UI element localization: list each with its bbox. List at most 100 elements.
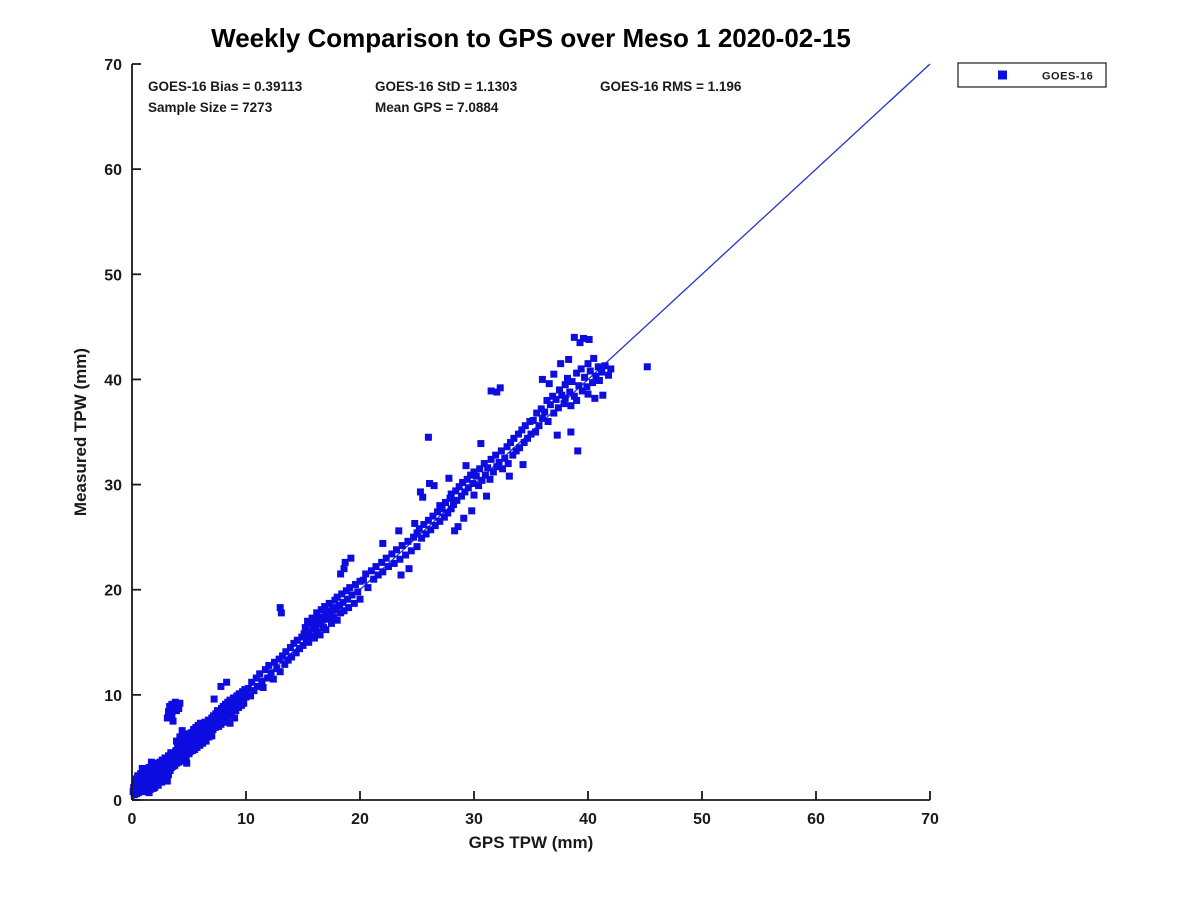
scatter-point xyxy=(310,634,318,642)
scatter-point xyxy=(248,678,256,686)
scatter-point xyxy=(416,488,424,496)
scatter-point xyxy=(333,616,341,624)
scatter-point xyxy=(378,558,386,566)
scatter-point xyxy=(561,394,569,402)
scatter-point xyxy=(575,382,583,390)
scatter-point xyxy=(444,509,452,517)
scatter-point xyxy=(584,360,592,368)
scatter-point xyxy=(340,565,348,573)
scatter-point xyxy=(567,402,575,410)
scatter-point xyxy=(553,431,561,439)
scatter-point xyxy=(176,733,184,741)
scatter-point xyxy=(447,490,455,498)
scatter-point xyxy=(176,699,184,707)
scatter-point xyxy=(556,386,563,394)
scatter-point xyxy=(481,471,489,479)
scatter-point xyxy=(543,396,551,404)
y-tick-label: 70 xyxy=(104,57,122,74)
scatter-point xyxy=(362,570,370,578)
scatter-point xyxy=(462,462,470,470)
scatter-point xyxy=(493,463,501,471)
scatter-point xyxy=(149,784,157,792)
scatter-point xyxy=(506,439,514,447)
scatter-point xyxy=(524,434,532,442)
scatter-point xyxy=(493,388,501,396)
scatter-point xyxy=(592,372,600,380)
legend-marker-square xyxy=(998,70,1007,80)
scatter-point xyxy=(328,619,335,627)
legend-box xyxy=(957,62,1107,88)
scatter-point xyxy=(305,627,313,635)
scatter-point xyxy=(367,567,375,575)
scatter-point xyxy=(252,674,260,682)
scatter-point xyxy=(379,568,387,576)
scatter-point xyxy=(595,376,603,384)
scatter-point xyxy=(470,468,478,476)
scatter-point xyxy=(269,675,277,683)
scatter-point xyxy=(468,507,476,515)
scatter-point xyxy=(509,451,517,459)
scatter-point xyxy=(577,365,585,373)
scatter-point xyxy=(449,501,457,509)
scatter-point xyxy=(431,522,439,530)
scatter-point xyxy=(607,365,615,373)
scatter-point xyxy=(573,396,581,404)
scatter-point xyxy=(322,626,330,634)
scatter-point xyxy=(516,444,524,452)
scatter-point xyxy=(293,636,301,644)
scatter-point xyxy=(364,584,372,592)
scatter-point xyxy=(601,362,609,370)
scatter-point xyxy=(475,482,483,490)
scatter-point xyxy=(445,474,453,482)
x-tick-label: 10 xyxy=(237,811,255,828)
scatter-point xyxy=(527,430,535,438)
scatter-point xyxy=(499,465,506,473)
scatter-point xyxy=(544,417,552,425)
scatter-point xyxy=(147,758,155,766)
scatter-point xyxy=(382,554,390,562)
scatter-point xyxy=(578,387,586,395)
scatter-point xyxy=(455,483,463,491)
scatter-point xyxy=(574,447,582,455)
scatter-point xyxy=(325,599,333,607)
scatter-point xyxy=(457,492,465,500)
scatter-point xyxy=(374,571,382,579)
scatter-point xyxy=(505,472,513,480)
scatter-point xyxy=(217,682,225,690)
scatter-point xyxy=(415,525,423,533)
scatter-point xyxy=(226,719,234,727)
scatter-point xyxy=(426,480,434,488)
scatter-point xyxy=(538,414,546,422)
y-tick-label: 30 xyxy=(104,478,122,495)
scatter-point xyxy=(451,527,459,535)
scatter-point xyxy=(570,392,578,400)
scatter-point xyxy=(487,387,495,395)
scatter-point xyxy=(550,370,558,378)
scatter-point xyxy=(446,494,454,502)
scatter-point xyxy=(529,416,537,424)
scatter-point xyxy=(258,677,266,685)
scatter-point xyxy=(318,616,326,624)
scatter-point xyxy=(337,570,345,578)
scatter-point xyxy=(267,669,275,677)
scatter-point xyxy=(496,384,504,392)
scatter-point xyxy=(585,335,593,343)
scatter-point xyxy=(497,447,505,455)
scatter-point xyxy=(396,555,404,563)
scatter-point xyxy=(589,379,597,387)
scatter-point xyxy=(292,649,300,657)
axes xyxy=(131,64,930,801)
scatter-point xyxy=(385,563,392,571)
scatter-point xyxy=(276,668,284,676)
scatter-point xyxy=(518,426,526,434)
scatter-point xyxy=(550,409,558,417)
scatter-point xyxy=(351,580,359,588)
stat-bias: GOES-16 Bias = 0.39113 xyxy=(148,79,303,94)
scatter-point xyxy=(175,705,183,713)
scatter-point xyxy=(442,498,449,506)
scatter-point xyxy=(306,619,314,627)
scatter-point xyxy=(354,588,362,596)
scatter-point xyxy=(545,380,553,388)
scatter-point xyxy=(424,516,432,524)
scatter-point xyxy=(163,714,171,722)
